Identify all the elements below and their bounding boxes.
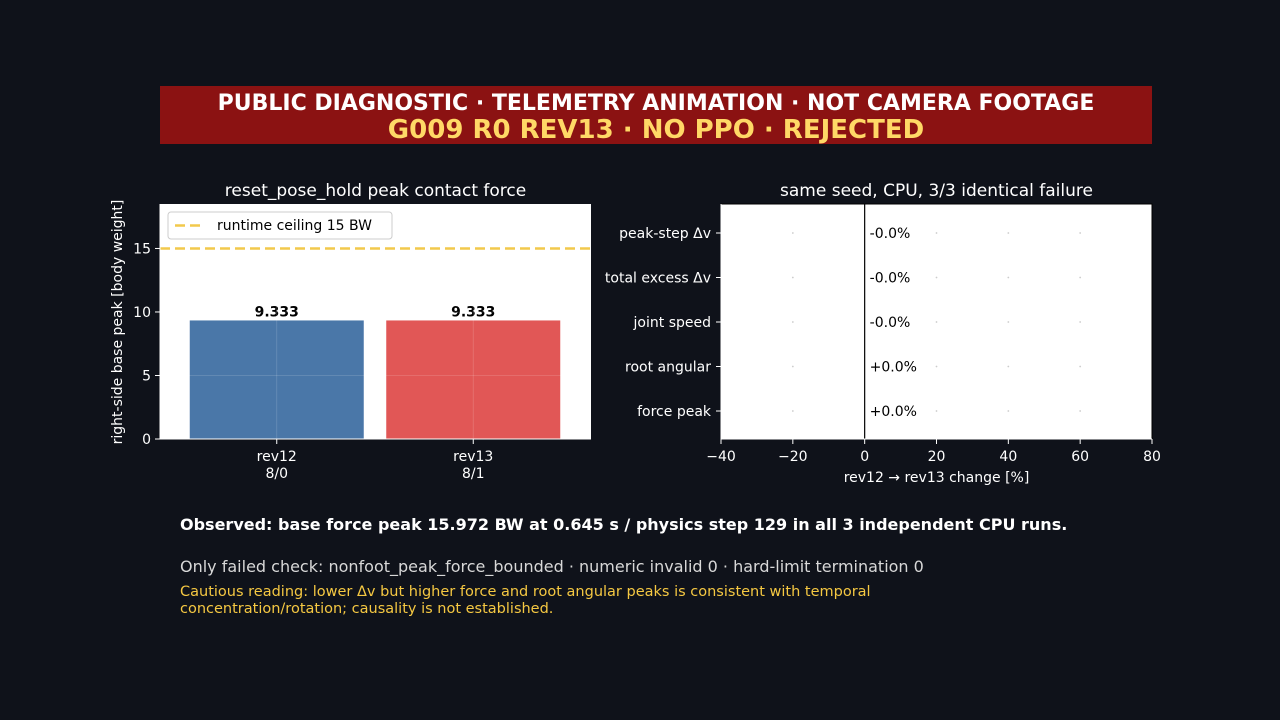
x-tick-label: −40: [706, 449, 736, 465]
left-chart-title: reset_pose_hold peak contact force: [225, 181, 526, 201]
change-value-label: -0.0%: [870, 271, 911, 287]
right-grid-dot: [1079, 365, 1082, 368]
change-value-label: +0.0%: [870, 360, 917, 376]
category-label: peak-step Δv: [619, 226, 711, 242]
bar-rev12: [189, 320, 364, 439]
observed-note: Observed: base force peak 15.972 BW at 0…: [180, 515, 1068, 534]
x-tick-label: −20: [778, 449, 808, 465]
right-chart-title: same seed, CPU, 3/3 identical failure: [780, 181, 1093, 201]
left-legend: [167, 211, 393, 240]
y-tick-label: 0: [142, 432, 151, 448]
right-grid-dot: [1007, 276, 1010, 279]
right-grid-dot: [935, 232, 938, 234]
x-tick-label: 40: [999, 449, 1017, 465]
x-tick-label: 60: [1071, 449, 1089, 465]
right-grid-dot: [1007, 321, 1010, 323]
x-tick-label: rev13: [453, 449, 493, 465]
banner-line-2: G009 R0 REV13 · NO PPO · REJECTED: [387, 115, 925, 145]
x-tick-label: 0: [860, 449, 869, 465]
legend-label: runtime ceiling 15 BW: [217, 218, 372, 234]
right-grid-dot: [791, 321, 794, 323]
right-grid-dot: [1079, 321, 1082, 323]
y-tick-label: 5: [142, 368, 151, 384]
right-grid-dot: [935, 276, 938, 279]
right-grid-dot: [1079, 232, 1082, 234]
change-value-label: -0.0%: [870, 315, 911, 331]
x-tick-label: 8/1: [462, 466, 485, 482]
right-grid-dot: [1007, 365, 1010, 368]
x-tick-label: rev12: [257, 449, 297, 465]
x-tick-label: 80: [1143, 449, 1161, 465]
right-grid-dot: [1007, 410, 1010, 412]
category-label: joint speed: [633, 315, 711, 331]
left-y-axis-label: right-side base peak [body weight]: [110, 200, 126, 445]
bar-value-label: 9.333: [451, 304, 495, 320]
x-tick-label: 20: [928, 449, 946, 465]
right-x-axis-label: rev12 → rev13 change [%]: [844, 470, 1030, 486]
right-grid-dot: [935, 410, 938, 412]
y-tick-label: 15: [133, 241, 151, 257]
right-grid-dot: [935, 365, 938, 368]
bar-rev13: [386, 320, 561, 439]
category-label: root angular: [625, 360, 711, 376]
x-tick-label: 8/0: [265, 466, 288, 482]
failed-check-note: Only failed check: nonfoot_peak_force_bo…: [180, 557, 924, 576]
bar-value-label: 9.333: [255, 304, 299, 320]
right-grid-dot: [791, 365, 794, 368]
caution-note: Cautious reading: lower Δv but higher fo…: [180, 584, 871, 617]
y-tick-label: 10: [133, 305, 151, 321]
change-value-label: +0.0%: [870, 404, 917, 420]
category-label: total excess Δv: [605, 271, 711, 287]
category-label: force peak: [637, 404, 712, 420]
right-grid-dot: [791, 276, 794, 279]
right-grid-dot: [791, 410, 794, 412]
right-grid-dot: [791, 232, 794, 234]
right-grid-dot: [1007, 232, 1010, 234]
right-grid-dot: [1079, 276, 1082, 279]
title-banner: PUBLIC DIAGNOSTIC · TELEMETRY ANIMATION …: [160, 86, 1152, 145]
change-value-label: -0.0%: [870, 226, 911, 242]
banner-line-1: PUBLIC DIAGNOSTIC · TELEMETRY ANIMATION …: [217, 91, 1095, 116]
right-grid-dot: [935, 321, 938, 323]
right-grid-dot: [1079, 410, 1082, 412]
